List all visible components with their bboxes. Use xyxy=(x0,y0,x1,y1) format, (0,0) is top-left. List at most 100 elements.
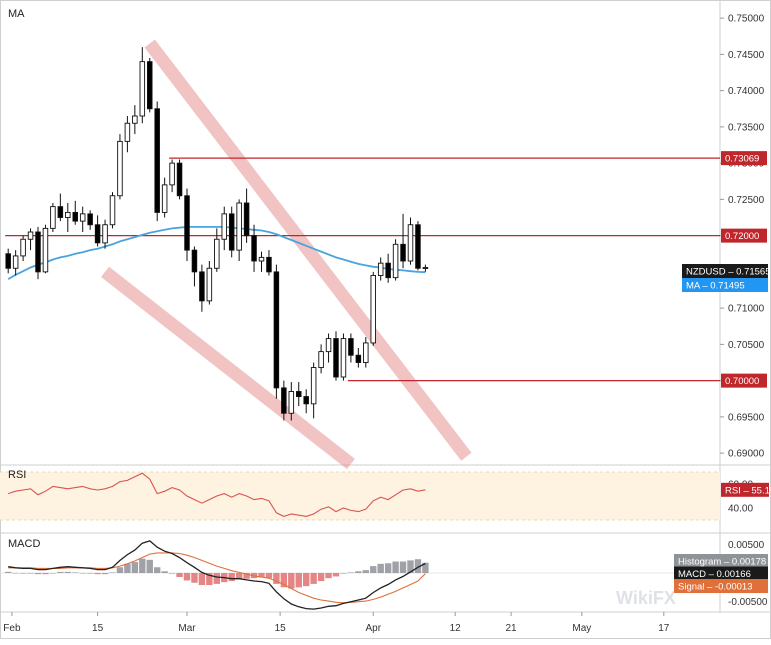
candle-body xyxy=(258,256,265,262)
candle-up xyxy=(117,134,123,200)
macd-hist-bar xyxy=(243,573,250,579)
candle-body xyxy=(57,206,64,218)
macd-hist-bar xyxy=(213,573,220,584)
candle-body xyxy=(50,206,56,229)
candle-up xyxy=(236,199,242,261)
level-tag-label: 0.73069 xyxy=(725,154,759,165)
x-tick-label: Mar xyxy=(178,623,196,634)
price-tick-label: 0.75000 xyxy=(728,14,765,25)
candle-body xyxy=(184,195,190,251)
candle-down xyxy=(251,224,257,272)
level-tag xyxy=(721,151,767,166)
macd-hist-bar xyxy=(235,573,243,580)
macd-hist-bar xyxy=(183,573,191,581)
candle-up xyxy=(79,206,86,232)
x-tick-label: 21 xyxy=(506,623,518,634)
candle-down xyxy=(303,389,309,414)
x-tick-label: 15 xyxy=(275,623,287,634)
candle-down xyxy=(333,331,339,381)
macd-hist-bar xyxy=(273,573,280,584)
candle-body xyxy=(176,162,183,197)
ma-tag xyxy=(682,278,768,292)
signal-tag xyxy=(674,579,768,593)
candle-down xyxy=(199,264,205,312)
macd-hist-bar xyxy=(42,573,49,575)
candle-up xyxy=(169,159,175,193)
candle-body xyxy=(109,195,116,226)
candle-body xyxy=(65,211,71,218)
ma-line xyxy=(7,225,426,280)
macd-hist-bar xyxy=(57,571,64,573)
candle-body xyxy=(214,238,220,269)
candle-down xyxy=(94,215,101,247)
candle-body xyxy=(422,267,429,269)
candle-down xyxy=(228,206,235,258)
level-tag-label: 0.70000 xyxy=(725,376,759,387)
candle-down xyxy=(400,213,406,269)
macd-hist-bar xyxy=(49,573,57,574)
macd-hist-bar xyxy=(265,573,273,579)
macd-line xyxy=(8,540,426,610)
macd-hist-bar xyxy=(317,573,325,582)
macd-hist-bar xyxy=(384,563,392,573)
macd-hist-bar xyxy=(72,572,79,573)
candle-up xyxy=(363,337,369,368)
price-pane-label: MA xyxy=(8,8,25,20)
macd-hist-bar xyxy=(109,572,116,573)
macd-hist-bar xyxy=(191,573,198,583)
candle-up xyxy=(325,333,332,363)
macd-hist-bar xyxy=(377,563,384,573)
signal-tag-label: Signal – -0.00013 xyxy=(678,582,752,593)
candle-body xyxy=(266,256,272,273)
candle-body xyxy=(243,202,250,237)
macd-hist-bar xyxy=(370,566,377,573)
candle-down xyxy=(415,221,421,271)
macd-hist-bar xyxy=(407,560,414,573)
candle-body xyxy=(35,231,41,273)
macd-hist-bar xyxy=(228,573,235,582)
macd-hist-bar xyxy=(325,573,332,579)
macd-tag xyxy=(674,566,768,581)
macd-hist-bar xyxy=(168,573,176,574)
macd-hist-bar xyxy=(340,573,347,574)
candle-down xyxy=(184,188,190,261)
macd-pane-label: MACD xyxy=(8,538,40,550)
candle-down xyxy=(385,253,391,283)
candle-down xyxy=(154,101,160,222)
macd-hist-bar xyxy=(280,573,288,588)
rsi-tag-label: RSI – 55.15 xyxy=(725,485,771,496)
candle-body xyxy=(132,115,138,124)
candle-up xyxy=(206,261,213,305)
candle-body xyxy=(146,61,153,110)
candle-body xyxy=(221,213,227,240)
macd-hist-bar xyxy=(154,567,161,573)
macd-hist-bar xyxy=(303,573,310,587)
level-tag-label: 0.72000 xyxy=(725,231,759,242)
candle-up xyxy=(422,264,429,272)
candle-down xyxy=(243,188,250,243)
ma-tag-label: MA – 0.71495 xyxy=(686,281,745,292)
candle-up xyxy=(65,203,71,232)
macd-hist-bar xyxy=(288,573,295,589)
candle-body xyxy=(42,227,49,273)
candle-down xyxy=(35,226,41,280)
candle-body xyxy=(310,367,317,405)
macd-hist-bar xyxy=(79,573,86,574)
candle-body xyxy=(348,338,354,356)
candle-body xyxy=(117,140,123,197)
candle-up xyxy=(288,382,295,421)
macd-hist-bar xyxy=(116,567,124,573)
x-tick-label: May xyxy=(572,623,591,634)
candle-up xyxy=(377,257,384,281)
candle-up xyxy=(124,116,131,153)
hist-tag xyxy=(674,554,768,568)
x-tick-label: 15 xyxy=(92,623,104,634)
macd-hist-bar xyxy=(131,562,139,573)
candle-up xyxy=(132,105,138,135)
rsi-line xyxy=(8,472,426,517)
macd-hist-bar xyxy=(146,559,153,573)
candle-up xyxy=(109,192,116,229)
macd-hist-bar xyxy=(86,573,94,574)
macd-hist-bar xyxy=(362,570,369,573)
